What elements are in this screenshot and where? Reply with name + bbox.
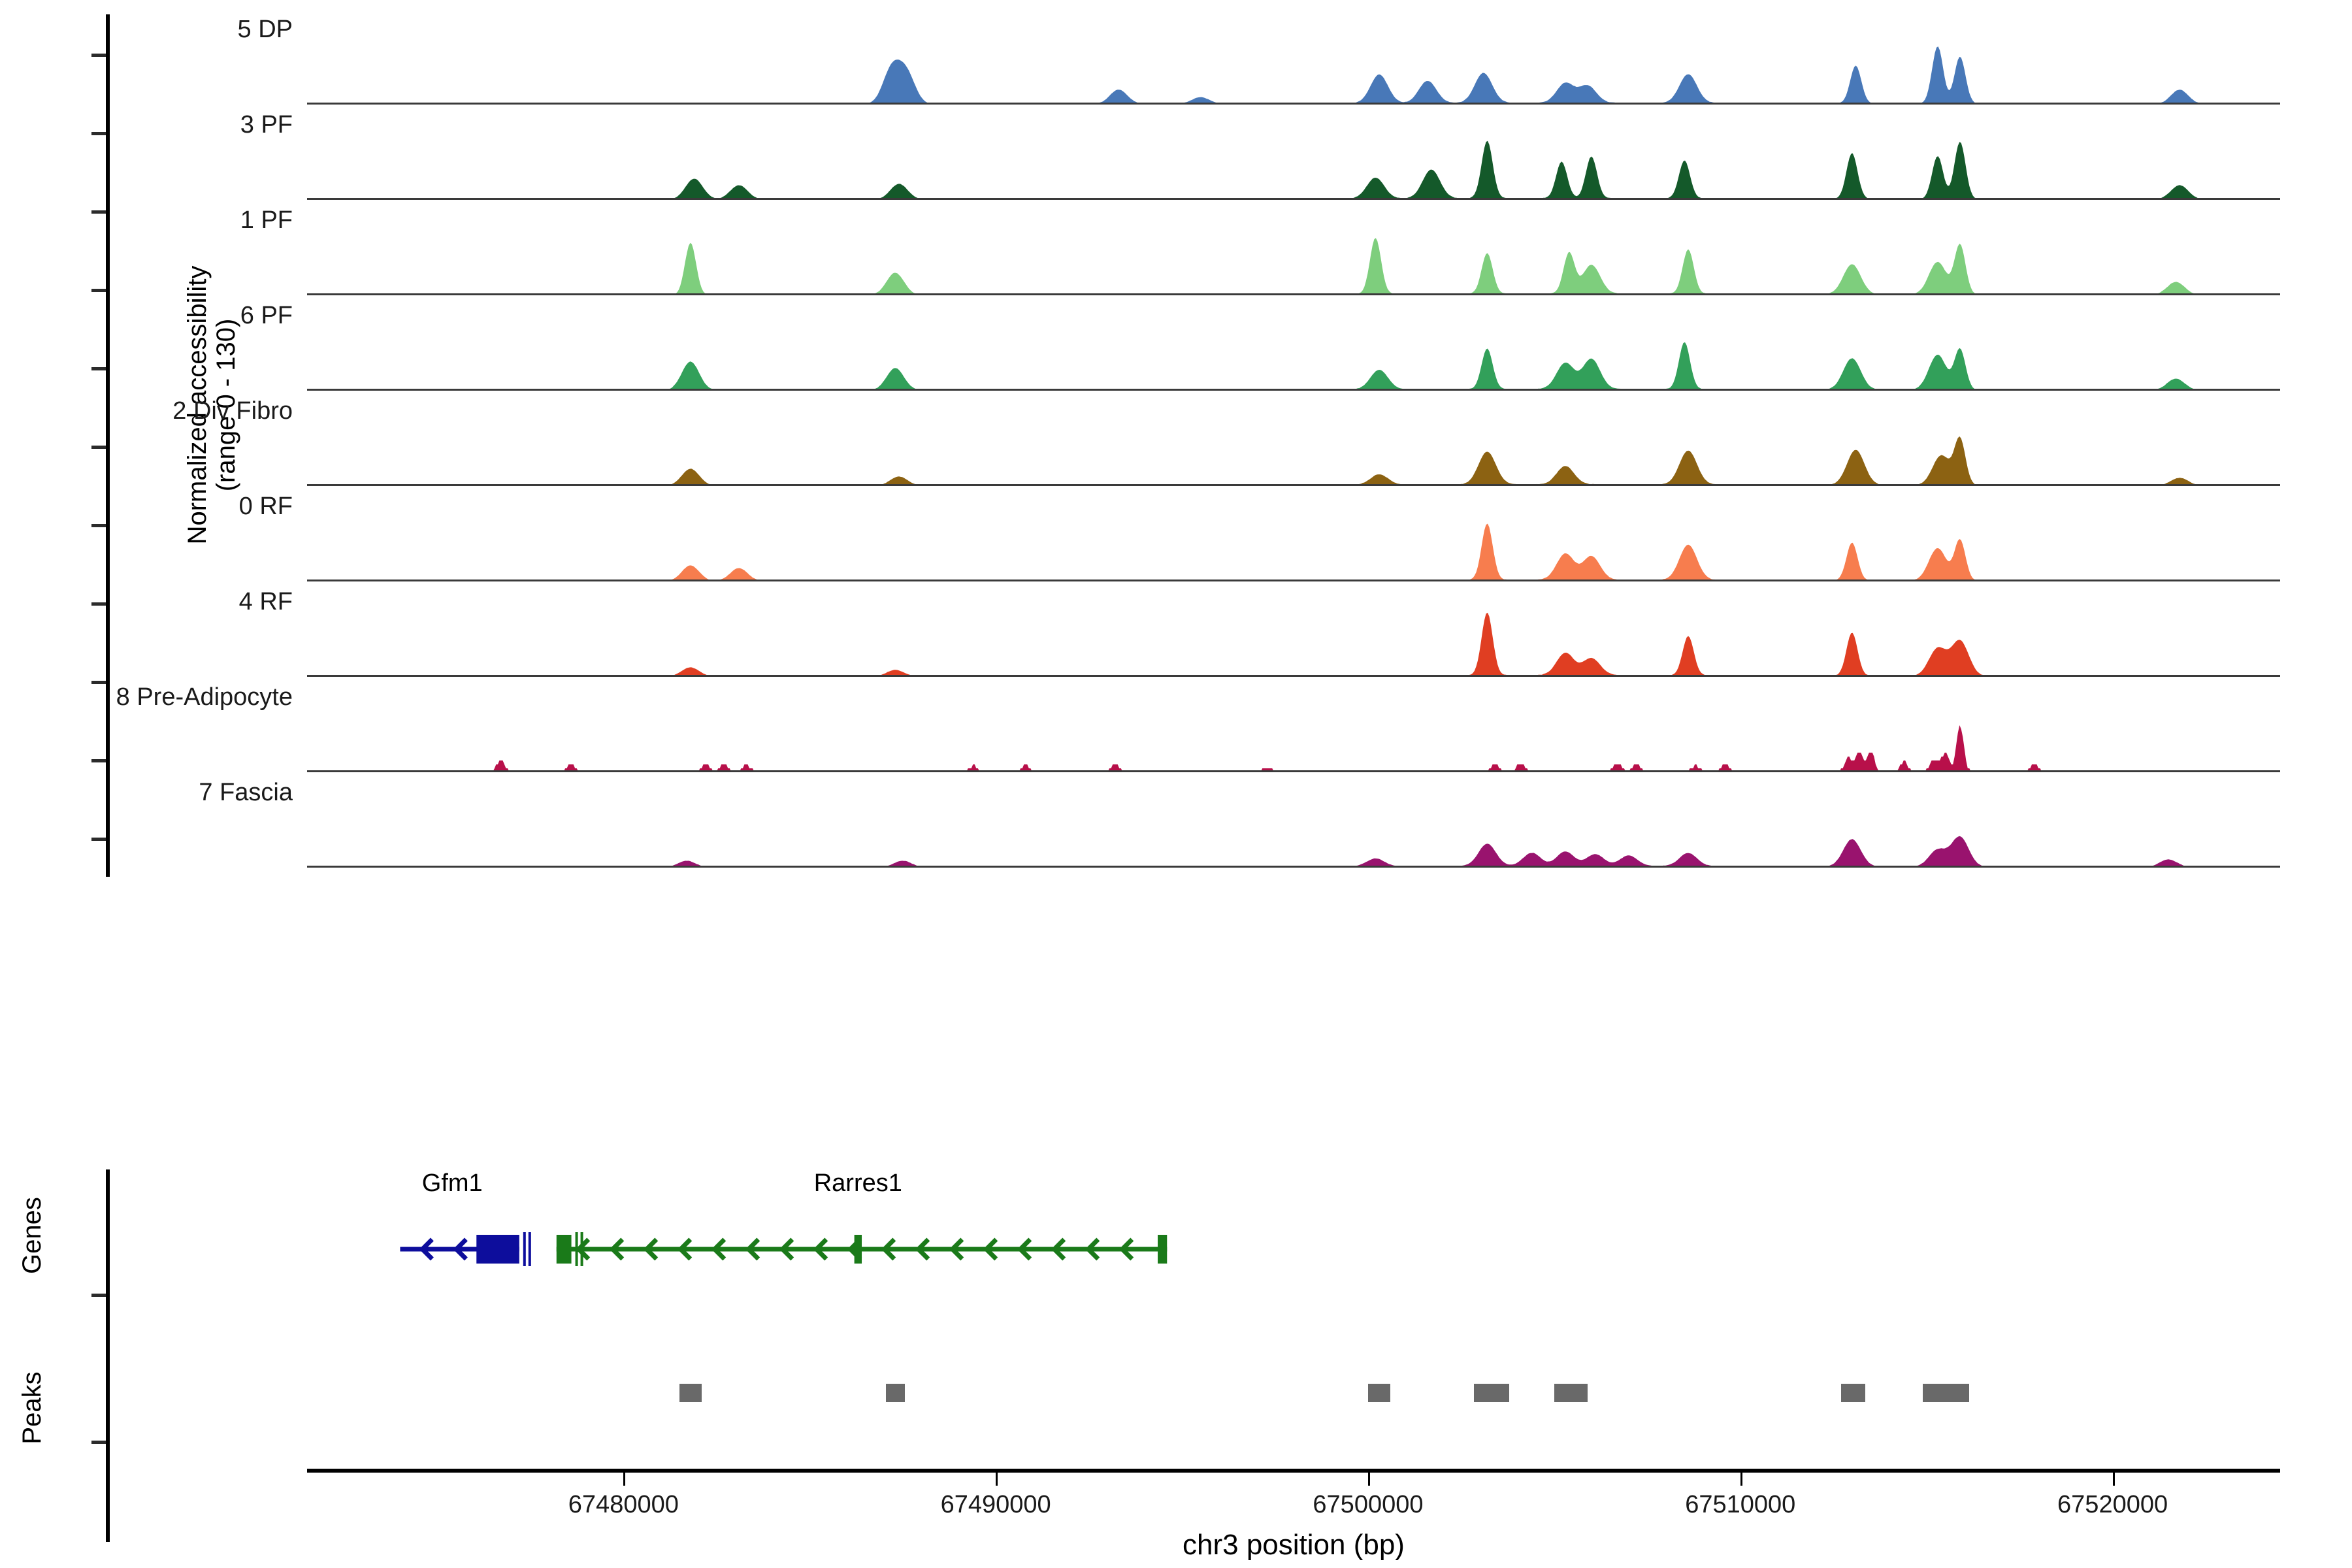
coverage-area [307, 836, 2280, 868]
axis-tick-mark [91, 132, 106, 135]
coverage-area [307, 436, 2280, 486]
coverage-area [307, 238, 2280, 295]
peak-block [1922, 1384, 1970, 1402]
x-axis-tick [2112, 1473, 2115, 1486]
x-axis-tick-label: 67480000 [568, 1491, 679, 1518]
coverage-track: 8 Pre-Adipocyte [116, 685, 2280, 772]
track-baseline [307, 103, 2280, 105]
coverage-area [307, 725, 2280, 772]
x-axis-tick-label: 67500000 [1313, 1491, 1424, 1518]
x-axis-tick [996, 1473, 998, 1486]
peak-block [1840, 1384, 1865, 1402]
peak-block [1554, 1384, 1588, 1402]
axis-strip-bar [106, 1169, 110, 1418]
x-axis-tick [1740, 1473, 1742, 1486]
track-label: 7 Fascia [199, 779, 293, 806]
axis-tick-mark [91, 524, 106, 527]
x-axis-tick-label: 67490000 [940, 1491, 1051, 1518]
track-baseline [307, 770, 2280, 772]
coverage-area [307, 46, 2280, 105]
track-label: 2 Div Fibro [172, 397, 293, 425]
axis-tick-mark [91, 446, 106, 449]
track-label: 8 Pre-Adipocyte [116, 683, 293, 711]
x-axis-tick [623, 1473, 626, 1486]
track-baseline [307, 866, 2280, 868]
x-axis-label: chr3 position (bp) [1183, 1529, 1405, 1561]
gene-name-label: Gfm1 [421, 1169, 483, 1197]
axis-tick-mark [91, 289, 106, 292]
track-baseline [307, 198, 2280, 200]
gene-model [400, 1232, 531, 1266]
axis-tick-mark [91, 1441, 106, 1444]
coverage-area [307, 523, 2280, 581]
track-label: 3 PF [240, 111, 293, 139]
axis-tick-mark [91, 54, 106, 57]
track-baseline [307, 389, 2280, 391]
axis-strip-bar [106, 1339, 110, 1542]
axis-tick-mark [91, 367, 106, 370]
track-baseline [307, 580, 2280, 581]
peak-block [679, 1384, 702, 1402]
coverage-track: 0 RF [239, 494, 2280, 581]
gene-model [556, 1232, 1168, 1266]
axis-tick-mark [91, 838, 106, 841]
peak-block [886, 1384, 905, 1402]
axis-tick-mark [91, 1294, 106, 1297]
axis-tick-mark [91, 681, 106, 684]
coverage-track: 6 PF [240, 303, 2280, 391]
coverage-area [307, 612, 2280, 677]
track-baseline [307, 675, 2280, 677]
coverage-area [307, 140, 2280, 200]
track-label: 6 PF [240, 302, 293, 329]
track-baseline [307, 293, 2280, 295]
track-label: 5 DP [237, 16, 293, 43]
axis-tick-mark [91, 210, 106, 214]
peak-block [1367, 1384, 1391, 1402]
genes-track: Gfm1 Rarres1 [307, 1169, 2280, 1274]
peaks-track [307, 1346, 2280, 1431]
track-baseline [307, 484, 2280, 486]
y-axis-label-peaks: Peaks [18, 1371, 46, 1445]
track-label: 0 RF [238, 493, 293, 520]
axis-tick-mark [91, 759, 106, 762]
x-axis-line [307, 1469, 2280, 1473]
x-axis-tick-label: 67520000 [2057, 1491, 2168, 1518]
coverage-area [307, 342, 2280, 391]
track-label: 4 RF [238, 588, 293, 615]
peak-block [1474, 1384, 1510, 1402]
gene-name-label: Rarres1 [813, 1169, 902, 1197]
coverage-track: 2 Div Fibro [172, 399, 2280, 486]
x-axis-tick-label: 67510000 [1685, 1491, 1796, 1518]
coverage-track: 1 PF [240, 208, 2280, 295]
axis-tick-mark [91, 602, 106, 606]
coverage-track: 5 DP [238, 17, 2280, 105]
axis-strip-bar [106, 14, 110, 877]
coverage-track: 3 PF [240, 112, 2280, 200]
coverage-track: 7 Fascia [199, 780, 2280, 868]
coverage-track: 4 RF [239, 589, 2280, 677]
x-axis-tick [1367, 1473, 1370, 1486]
track-label: 1 PF [240, 206, 293, 234]
